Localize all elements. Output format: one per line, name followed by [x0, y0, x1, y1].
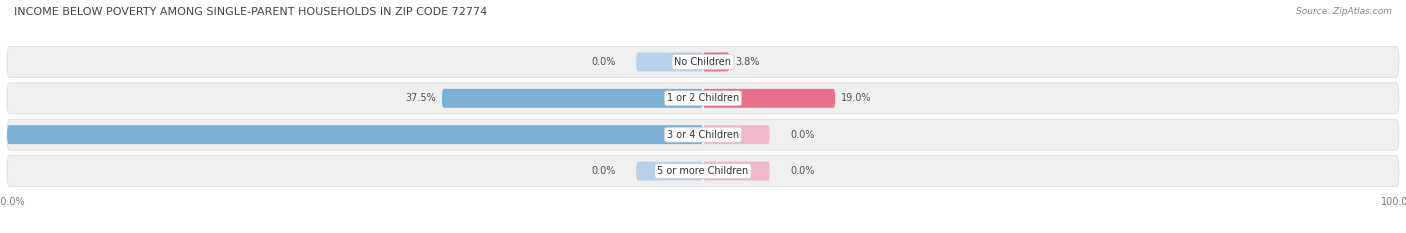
Text: Source: ZipAtlas.com: Source: ZipAtlas.com: [1296, 7, 1392, 16]
FancyBboxPatch shape: [636, 162, 703, 181]
Text: INCOME BELOW POVERTY AMONG SINGLE-PARENT HOUSEHOLDS IN ZIP CODE 72774: INCOME BELOW POVERTY AMONG SINGLE-PARENT…: [14, 7, 488, 17]
Text: 37.5%: 37.5%: [406, 93, 436, 103]
FancyBboxPatch shape: [7, 47, 1399, 77]
FancyBboxPatch shape: [703, 52, 730, 71]
Text: 3 or 4 Children: 3 or 4 Children: [666, 130, 740, 140]
FancyBboxPatch shape: [703, 162, 770, 181]
Text: No Children: No Children: [675, 57, 731, 67]
Text: 0.0%: 0.0%: [592, 166, 616, 176]
FancyBboxPatch shape: [703, 125, 770, 144]
Text: 100.0%: 100.0%: [0, 130, 1, 140]
Text: 0.0%: 0.0%: [790, 166, 814, 176]
Text: 0.0%: 0.0%: [592, 57, 616, 67]
FancyBboxPatch shape: [7, 119, 1399, 150]
FancyBboxPatch shape: [441, 89, 703, 108]
FancyBboxPatch shape: [7, 83, 1399, 114]
FancyBboxPatch shape: [703, 89, 835, 108]
Text: 19.0%: 19.0%: [841, 93, 872, 103]
Text: 0.0%: 0.0%: [790, 130, 814, 140]
FancyBboxPatch shape: [7, 125, 703, 144]
FancyBboxPatch shape: [7, 156, 1399, 186]
Text: 3.8%: 3.8%: [735, 57, 759, 67]
FancyBboxPatch shape: [636, 52, 703, 71]
Text: 5 or more Children: 5 or more Children: [658, 166, 748, 176]
Text: 1 or 2 Children: 1 or 2 Children: [666, 93, 740, 103]
